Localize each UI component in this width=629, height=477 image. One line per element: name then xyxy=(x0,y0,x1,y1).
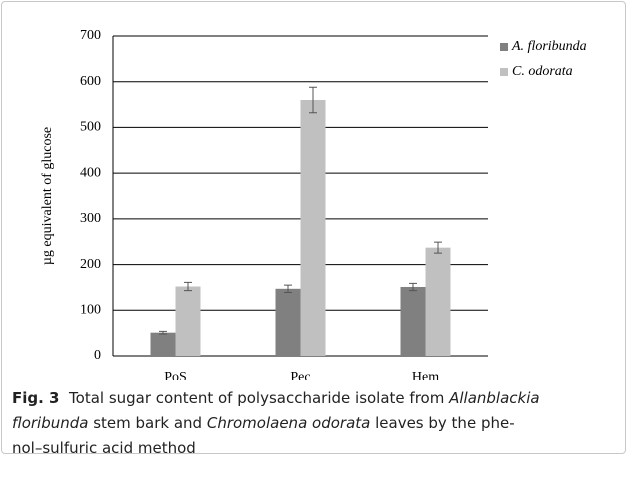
y-tick-label: 600 xyxy=(80,74,101,89)
x-tick-label: PoS xyxy=(164,370,187,380)
legend-swatch xyxy=(500,43,508,51)
y-tick-label: 400 xyxy=(80,165,101,180)
error-bar xyxy=(159,330,167,335)
caption-italic: Chromolaena odorata xyxy=(206,414,371,432)
bar xyxy=(275,288,301,356)
error-bar xyxy=(184,281,192,292)
x-tick-label: Pec xyxy=(290,370,310,380)
caption-text: stem bark and xyxy=(88,414,207,432)
error-bar xyxy=(409,282,417,292)
error-bar xyxy=(284,284,292,293)
y-tick-label: 0 xyxy=(94,348,101,363)
y-tick-label: 700 xyxy=(80,28,101,43)
legend-swatch xyxy=(500,68,508,76)
y-tick-label: 100 xyxy=(80,303,101,318)
x-tick-label: Hem xyxy=(412,370,439,380)
error-bar xyxy=(434,241,442,254)
caption: Fig. 3 Total sugar content of polysaccha… xyxy=(12,386,622,461)
caption-text: Total sugar content of polysaccharide is… xyxy=(69,389,450,407)
caption-label: Fig. 3 xyxy=(12,389,60,407)
legend-label: C. odorata xyxy=(512,64,573,79)
y-tick-label: 500 xyxy=(80,120,101,135)
bar xyxy=(400,286,426,356)
error-bar xyxy=(309,86,317,114)
bar xyxy=(175,286,201,356)
legend-label: A. floribunda xyxy=(511,39,587,54)
caption-italic: floribunda xyxy=(12,414,89,432)
y-tick-label: 200 xyxy=(80,257,101,272)
y-tick-label: 300 xyxy=(80,211,101,226)
bar xyxy=(150,332,176,356)
bar xyxy=(300,100,326,356)
figure-frame xyxy=(1,1,626,454)
caption-italic: Allanblackia xyxy=(449,389,540,407)
chart: µg equivalent of glucose 0 100 200 300 400 50… xyxy=(40,28,587,380)
caption-text: leaves by the phe- xyxy=(370,414,515,432)
caption-text: nol–sulfuric acid method xyxy=(12,439,196,457)
y-axis-label: µg equivalent of glucose xyxy=(40,127,55,265)
bar xyxy=(425,247,451,356)
